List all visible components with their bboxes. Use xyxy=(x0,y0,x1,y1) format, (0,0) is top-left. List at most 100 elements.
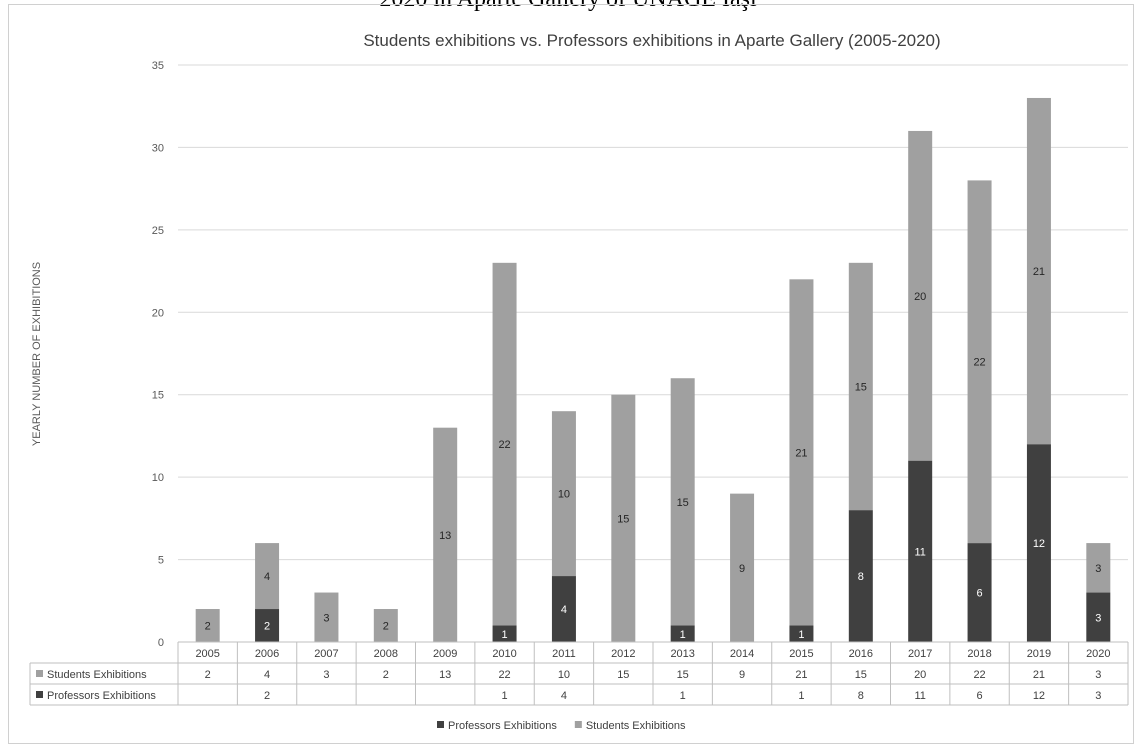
table-cell: 3 xyxy=(323,669,329,681)
bar-segment xyxy=(967,543,992,642)
bar-segment xyxy=(789,625,814,642)
bar-segment xyxy=(195,609,220,642)
table-cell: 8 xyxy=(858,690,864,702)
legend-key xyxy=(437,721,444,728)
bar-segment xyxy=(551,411,576,577)
x-tick-label: 2020 xyxy=(1086,648,1110,660)
table-cell: 1 xyxy=(680,690,686,702)
data-label: 10 xyxy=(558,489,570,501)
bar-segment xyxy=(314,592,339,642)
y-tick-label: 0 xyxy=(158,637,164,649)
bar-segment xyxy=(670,625,695,642)
x-tick-label: 2005 xyxy=(195,648,219,660)
bar-segment xyxy=(433,427,458,642)
data-label: 13 xyxy=(439,530,451,542)
data-label: 12 xyxy=(1033,538,1045,550)
data-label: 3 xyxy=(323,612,329,624)
data-label: 1 xyxy=(502,629,508,641)
x-tick-label: 2010 xyxy=(492,648,516,660)
data-label: 22 xyxy=(498,439,510,451)
table-row-label: Students Exhibitions xyxy=(47,669,147,681)
data-label: 15 xyxy=(855,381,867,393)
data-label: 9 xyxy=(739,563,745,575)
legend-label: Students Exhibitions xyxy=(586,720,686,732)
y-tick-label: 30 xyxy=(152,142,164,154)
data-label: 2 xyxy=(383,621,389,633)
legend-label: Professors Exhibitions xyxy=(448,720,557,732)
data-label: 8 xyxy=(858,571,864,583)
legend: Professors Exhibitions Students Exhibitio… xyxy=(437,720,686,732)
table-cell: 4 xyxy=(264,669,270,681)
table-cell: 3 xyxy=(1095,669,1101,681)
table-cell: 15 xyxy=(677,669,689,681)
x-tick-label: 2014 xyxy=(730,648,754,660)
x-tick-label: 2006 xyxy=(255,648,279,660)
data-label: 15 xyxy=(617,513,629,525)
table-cell: 21 xyxy=(1033,669,1045,681)
table-cell: 13 xyxy=(439,669,451,681)
y-tick-label: 5 xyxy=(158,555,164,567)
bar-segment xyxy=(670,378,695,626)
x-tick-label: 2008 xyxy=(374,648,398,660)
chart-frame xyxy=(8,4,1134,744)
x-tick-label: 2009 xyxy=(433,648,457,660)
bar-segment xyxy=(1086,592,1111,642)
table-legend-key xyxy=(36,691,43,698)
data-label: 4 xyxy=(264,571,270,583)
table-cell: 4 xyxy=(561,690,567,702)
data-label: 3 xyxy=(1095,563,1101,575)
table-cell: 2 xyxy=(264,690,270,702)
table-cell: 21 xyxy=(795,669,807,681)
bar-segment xyxy=(611,394,636,642)
data-label: 2 xyxy=(205,621,211,633)
data-label: 1 xyxy=(680,629,686,641)
bar-segment xyxy=(848,262,873,511)
data-table: 2005 2006 2007 2008 2009 2010 2011 2012 2013 2014… xyxy=(29,641,1129,706)
bar-segment xyxy=(908,130,933,461)
data-label: 21 xyxy=(795,447,807,459)
bar-segment xyxy=(967,180,992,544)
bar-segment xyxy=(492,625,517,642)
y-tick-label: 15 xyxy=(152,390,164,402)
y-axis-ticks: 0 5 10 15 20 25 30 35 xyxy=(152,60,164,649)
table-cell: 22 xyxy=(498,669,510,681)
table-cell: 12 xyxy=(1033,690,1045,702)
table-cell: 1 xyxy=(502,690,508,702)
y-tick-label: 20 xyxy=(152,307,164,319)
bar-segment xyxy=(1026,97,1051,445)
table-cell: 3 xyxy=(1095,690,1101,702)
bar-segment xyxy=(255,543,280,610)
x-tick-label: 2015 xyxy=(789,648,813,660)
bar-segment xyxy=(1086,543,1111,593)
bar-segment xyxy=(373,609,398,642)
bar-segment xyxy=(255,609,280,642)
bar-segment xyxy=(908,460,933,642)
x-tick-label: 2016 xyxy=(849,648,873,660)
table-cell: 1 xyxy=(798,690,804,702)
bar-segment xyxy=(492,262,517,626)
bar-segment xyxy=(730,493,755,642)
table-cell: 2 xyxy=(205,669,211,681)
y-tick-label: 10 xyxy=(152,472,164,484)
data-label: 1 xyxy=(798,629,804,641)
table-cell: 10 xyxy=(558,669,570,681)
bar-segment xyxy=(551,576,576,642)
data-label: 4 xyxy=(561,604,567,616)
x-tick-label: 2011 xyxy=(552,648,576,660)
data-label: 3 xyxy=(1095,612,1101,624)
x-tick-label: 2012 xyxy=(611,648,635,660)
data-label: 11 xyxy=(914,546,925,558)
chart-title: Students exhibitions vs. Professors exhi… xyxy=(363,31,940,50)
table-cell: 22 xyxy=(973,669,985,681)
y-axis-label: YEARLY NUMBER OF EXHIBITIONS xyxy=(31,262,43,446)
table-cell: 15 xyxy=(617,669,629,681)
bar-segment xyxy=(1026,444,1051,642)
bar-segment xyxy=(789,279,814,626)
table-row-label: Professors Exhibitions xyxy=(47,690,156,702)
x-tick-label: 2007 xyxy=(314,648,338,660)
data-label: 2 xyxy=(264,621,270,633)
table-cell: 2 xyxy=(383,669,389,681)
data-label: 15 xyxy=(677,497,689,509)
